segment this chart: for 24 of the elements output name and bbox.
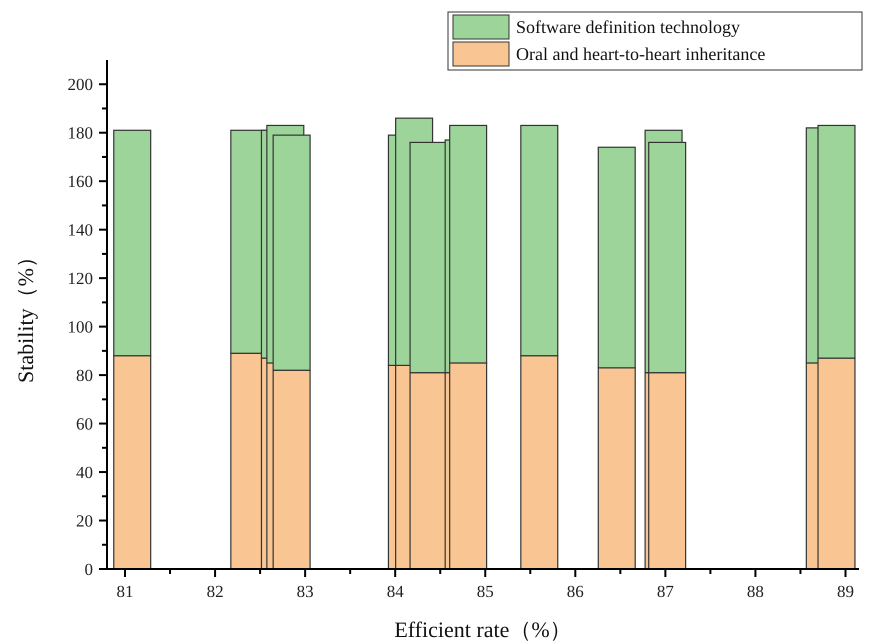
y-tick-label: 120 [68, 269, 93, 288]
x-tick-label: 84 [386, 582, 404, 601]
y-tick-label: 100 [68, 318, 93, 337]
y-tick-label: 40 [76, 463, 93, 482]
x-axis-title: Efficient rate（%） [394, 617, 572, 642]
legend-label: Oral and heart-to-heart inheritance [516, 44, 766, 64]
x-tick-label: 83 [296, 582, 314, 601]
y-tick-label: 160 [68, 172, 93, 192]
y-tick-label: 140 [68, 220, 93, 240]
x-tick-label: 88 [746, 582, 764, 601]
y-tick-label: 180 [68, 124, 93, 143]
x-tick-label: 86 [566, 582, 584, 601]
y-tick-label: 60 [76, 414, 93, 434]
legend-label: Software definition technology [516, 17, 740, 37]
y-tick-label: 80 [76, 366, 93, 386]
x-tick-label: 81 [116, 582, 134, 601]
y-tick-label: 20 [76, 512, 93, 531]
x-tick-label: 87 [656, 582, 674, 601]
x-tick-label: 82 [206, 582, 224, 601]
y-tick-label: 0 [84, 560, 93, 579]
x-tick-label: 85 [476, 582, 494, 601]
x-tick-label: 89 [836, 582, 854, 601]
y-axis-title: Stability（%） [13, 246, 38, 383]
y-tick-label: 200 [68, 75, 93, 94]
